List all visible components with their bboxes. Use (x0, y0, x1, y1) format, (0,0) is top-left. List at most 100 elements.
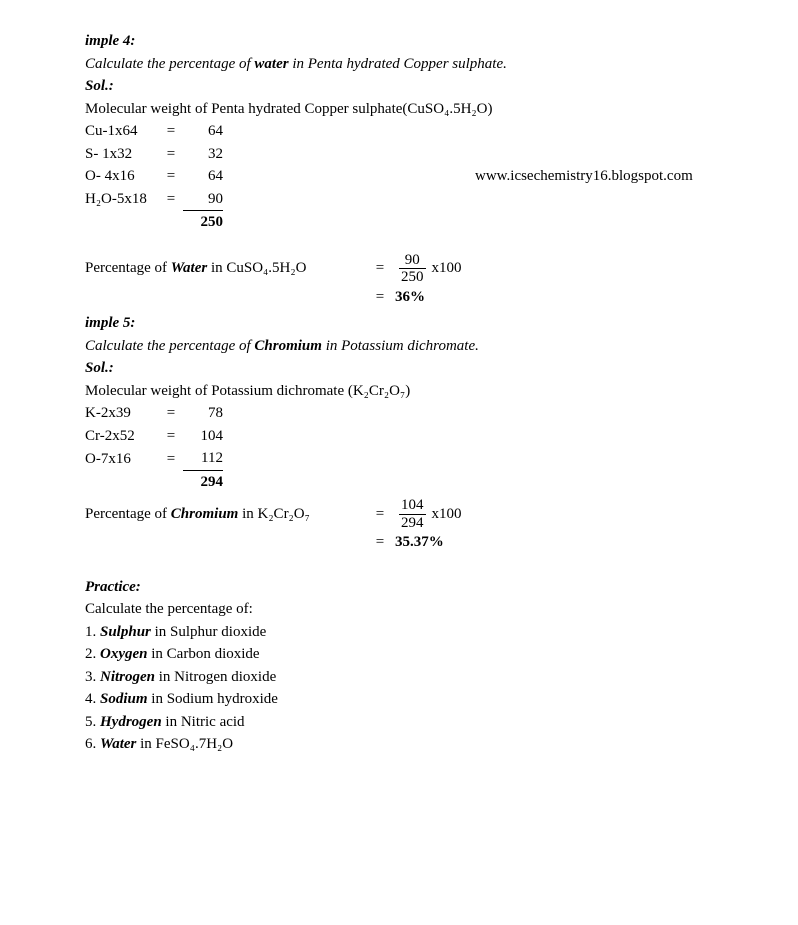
example-4: imple 4: Calculate the percentage of wat… (85, 30, 798, 308)
item-post: in Nitrogen dioxide (155, 669, 276, 685)
ex4-prompt-b: water (254, 56, 288, 72)
mw-val: 64 (183, 120, 223, 143)
ex4-heading: imple 4: (85, 30, 798, 53)
example-5: imple 5: Calculate the percentage of Chr… (85, 312, 798, 554)
ex4-sol: Sol.: (85, 75, 798, 98)
mw-eq: = (159, 402, 183, 425)
item-post: in Sulphur dioxide (151, 624, 266, 640)
practice-heading: Practice: (85, 576, 798, 599)
ex4-mw-intro: Molecular weight of Penta hydrated Coppe… (85, 98, 798, 121)
ex5-prompt-pre: Calculate the percentage of (85, 338, 254, 354)
practice-item: 6. Water in FeSO₄.7H₂O (85, 733, 798, 756)
mw-element: K-2x39 (85, 402, 159, 425)
ex4-mw-row: S- 1x32 = 32 (85, 143, 798, 166)
practice-list: 1. Sulphur in Sulphur dioxide 2. Oxygen … (85, 621, 798, 756)
practice-item: 2. Oxygen in Carbon dioxide (85, 643, 798, 666)
item-post: in Carbon dioxide (148, 646, 260, 662)
practice-item: 4. Sodium in Sodium hydroxide (85, 688, 798, 711)
ex5-ans-row: = 35.37% (85, 531, 798, 554)
practice-section: Practice: Calculate the percentage of: 1… (85, 576, 798, 756)
item-num: 4. (85, 691, 100, 707)
fraction-num: 104 (399, 497, 426, 514)
item-post: in Sodium hydroxide (148, 691, 278, 707)
fraction-den: 250 (399, 268, 426, 286)
mw-element: H₂O-5x18 (85, 188, 159, 211)
mw-element: Cr-2x52 (85, 425, 159, 448)
ex5-prompt: Calculate the percentage of Chromium in … (85, 335, 798, 358)
pct-expr: 90 250 x100 (395, 252, 462, 286)
mw-val: 32 (183, 143, 223, 166)
ex4-mw-row: H₂O-5x18 = 90 (85, 188, 798, 212)
item-bold: Sulphur (100, 624, 151, 640)
pct-label-b: Water (171, 260, 207, 276)
watermark-url: www.icsechemistry16.blogspot.com (475, 165, 693, 188)
practice-intro: Calculate the percentage of: (85, 598, 798, 621)
ex4-mw-total: 250 (85, 211, 798, 234)
fraction: 104 294 (399, 497, 426, 531)
spacer (85, 554, 798, 576)
mw-eq: = (159, 143, 183, 166)
item-bold: Water (100, 736, 136, 752)
ex4-prompt-pre: Calculate the percentage of (85, 56, 254, 72)
pct-label-b: Chromium (171, 506, 239, 522)
page: imple 4: Calculate the percentage of wat… (0, 0, 798, 796)
item-num: 1. (85, 624, 100, 640)
pct-label-post: in K₂Cr₂O₇ (238, 506, 310, 522)
ex5-mw-row: Cr-2x52 = 104 (85, 425, 798, 448)
times-100: x100 (432, 257, 462, 280)
pct-label-post: in CuSO₄.5H₂O (207, 260, 306, 276)
ex5-prompt-b: Chromium (254, 338, 322, 354)
practice-item: 5. Hydrogen in Nitric acid (85, 711, 798, 734)
fraction-den: 294 (399, 514, 426, 532)
practice-item: 3. Nitrogen in Nitrogen dioxide (85, 666, 798, 689)
pct-eq: = (365, 503, 395, 526)
mw-element: O- 4x16 (85, 165, 159, 188)
mw-element: Cu-1x64 (85, 120, 159, 143)
mw-total: 250 (183, 211, 223, 234)
item-num: 2. (85, 646, 100, 662)
ex4-answer: 36% (395, 286, 425, 309)
pct-eq: = (365, 286, 395, 309)
pct-label-pre: Percentage of (85, 506, 171, 522)
mw-eq: = (159, 188, 183, 211)
ex4-prompt: Calculate the percentage of water in Pen… (85, 53, 798, 76)
item-num: 6. (85, 736, 100, 752)
ex4-prompt-post: in Penta hydrated Copper sulphate. (289, 56, 507, 72)
mw-element: O-7x16 (85, 448, 159, 471)
ex5-answer: 35.37% (395, 531, 444, 554)
spacer (85, 234, 798, 252)
pct-expr: 104 294 x100 (395, 497, 462, 531)
mw-eq: = (159, 165, 183, 188)
mw-val: 64 (183, 165, 223, 188)
mw-total: 294 (183, 471, 223, 494)
pct-eq: = (365, 531, 395, 554)
fraction-num: 90 (403, 252, 422, 269)
ex5-mw-total: 294 (85, 471, 798, 494)
item-bold: Oxygen (100, 646, 148, 662)
mw-eq: = (159, 425, 183, 448)
item-num: 5. (85, 714, 100, 730)
ex4-mw-row: O- 4x16 = 64 www.icsechemistry16.blogspo… (85, 165, 798, 188)
practice-item: 1. Sulphur in Sulphur dioxide (85, 621, 798, 644)
item-bold: Nitrogen (100, 669, 155, 685)
ex5-pct-row: Percentage of Chromium in K₂Cr₂O₇ = 104 … (85, 497, 798, 531)
mw-element: S- 1x32 (85, 143, 159, 166)
times-100: x100 (432, 503, 462, 526)
mw-val: 104 (183, 425, 223, 448)
ex4-pct-row: Percentage of Water in CuSO₄.5H₂O = 90 2… (85, 252, 798, 286)
ex5-pct-label: Percentage of Chromium in K₂Cr₂O₇ (85, 503, 365, 526)
fraction: 90 250 (399, 252, 426, 286)
item-bold: Sodium (100, 691, 148, 707)
mw-val: 112 (183, 447, 223, 471)
ex5-heading: imple 5: (85, 312, 798, 335)
ex5-mw-row: K-2x39 = 78 (85, 402, 798, 425)
pct-eq: = (365, 257, 395, 280)
mw-val: 90 (183, 188, 223, 212)
item-num: 3. (85, 669, 100, 685)
item-post: in Nitric acid (162, 714, 245, 730)
ex4-mw-row: Cu-1x64 = 64 (85, 120, 798, 143)
mw-eq: = (159, 448, 183, 471)
ex5-sol: Sol.: (85, 357, 798, 380)
ex4-pct-label: Percentage of Water in CuSO₄.5H₂O (85, 257, 365, 280)
item-bold: Hydrogen (100, 714, 162, 730)
